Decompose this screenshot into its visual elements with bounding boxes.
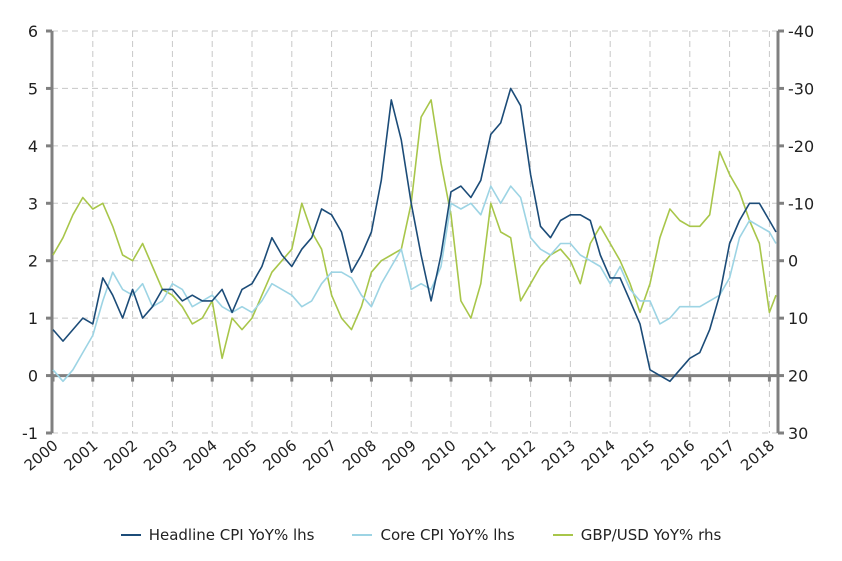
- x-tick-label: 2003: [140, 436, 181, 474]
- legend-label: Headline CPI YoY% lhs: [148, 526, 315, 544]
- x-tick-label: 2013: [538, 436, 579, 474]
- left-tick-label: 0: [28, 367, 38, 386]
- right-tick-label: 10: [788, 309, 808, 328]
- x-tick-label: 2005: [220, 436, 261, 474]
- legend: Headline CPI YoY% lhs Core CPI YoY% lhs …: [0, 526, 842, 544]
- left-tick-label: -1: [22, 424, 38, 443]
- right-tick-label: -10: [788, 194, 814, 213]
- x-tick-label: 2004: [180, 436, 221, 474]
- left-tick-label: 2: [28, 252, 38, 271]
- right-tick-label: 20: [788, 367, 808, 386]
- x-tick-label: 2008: [339, 436, 380, 474]
- x-tick-label: 2001: [61, 436, 102, 474]
- left-tick-label: 5: [28, 79, 38, 98]
- x-tick-label: 2014: [578, 436, 619, 474]
- legend-label: Core CPI YoY% lhs: [380, 526, 515, 544]
- x-tick-label: 2018: [737, 436, 778, 474]
- series-line-0: [52, 87, 777, 383]
- x-tick-label: 2012: [498, 436, 539, 474]
- x-tick-label: 2006: [260, 436, 301, 474]
- x-tick-label: 2010: [419, 436, 460, 474]
- right-tick-label: -20: [788, 137, 814, 156]
- x-tick-label: 2007: [299, 436, 340, 474]
- legend-item-core: Core CPI YoY% lhs: [352, 526, 515, 544]
- legend-item-headline: Headline CPI YoY% lhs: [120, 526, 315, 544]
- right-tick-label: 30: [788, 424, 808, 443]
- right-tick-label: -40: [788, 22, 814, 41]
- x-tick-label: 2002: [100, 436, 141, 474]
- legend-swatch: [120, 534, 141, 536]
- left-tick-label: 1: [28, 309, 38, 328]
- x-tick-label: 2015: [618, 436, 659, 474]
- right-tick-label: 0: [788, 252, 798, 271]
- legend-item-gbpusd: GBP/USD YoY% rhs: [552, 526, 722, 544]
- legend-swatch: [352, 534, 373, 536]
- x-tick-label: 2017: [697, 436, 738, 474]
- right-tick-label: -30: [788, 79, 814, 98]
- legend-swatch: [552, 534, 573, 536]
- series-line-1: [52, 185, 777, 383]
- x-tick-label: 2016: [658, 436, 699, 474]
- left-tick-label: 6: [28, 22, 38, 41]
- left-tick-label: 4: [28, 137, 38, 156]
- legend-label: GBP/USD YoY% rhs: [580, 526, 722, 544]
- plot-area: -101234563020100-10-20-30-40200020012002…: [21, 22, 814, 475]
- x-tick-label: 2011: [459, 436, 500, 474]
- x-tick-label: 2009: [379, 436, 420, 474]
- series-line-2: [52, 99, 777, 360]
- left-tick-label: 3: [28, 194, 38, 213]
